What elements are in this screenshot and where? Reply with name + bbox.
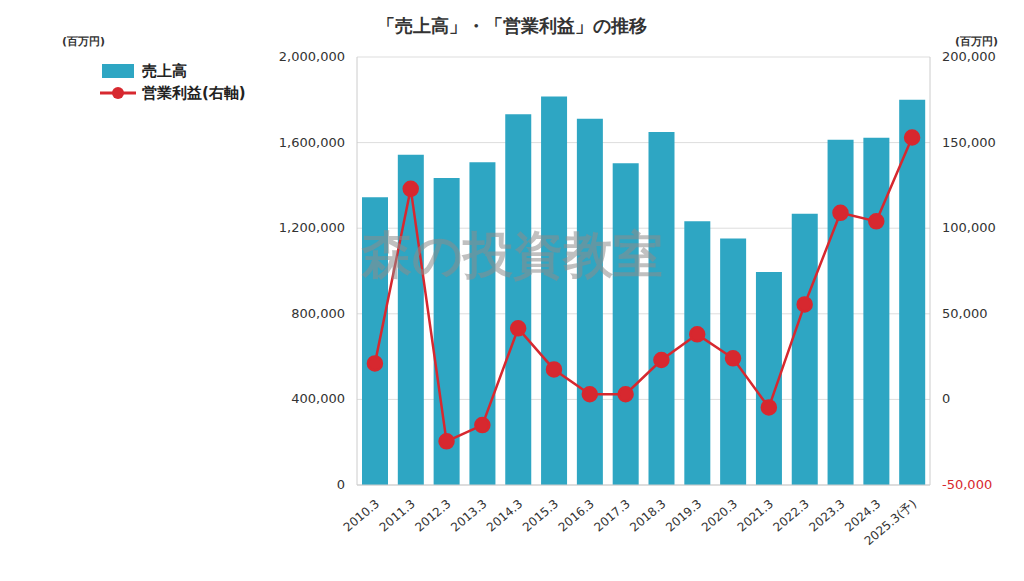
svg-text:-50,000: -50,000	[942, 477, 992, 492]
svg-text:2012.3: 2012.3	[412, 497, 453, 535]
html-text:(百万円): (百万円)	[62, 35, 106, 48]
svg-text:2015.3: 2015.3	[520, 497, 561, 535]
svg-text:2011.3: 2011.3	[377, 497, 418, 535]
html-text:売上高: 売上高	[142, 61, 187, 80]
svg-text:200,000: 200,000	[942, 49, 996, 64]
svg-text:2010.3: 2010.3	[341, 497, 382, 535]
svg-text:2022.3: 2022.3	[771, 497, 812, 535]
svg-text:2018.3: 2018.3	[627, 497, 668, 535]
html-text:森の投資教室: 森の投資教室	[361, 226, 663, 284]
svg-text:100,000: 100,000	[942, 220, 996, 235]
html-text:「売上高」・「営業利益」の推移: 「売上高」・「営業利益」の推移	[377, 15, 647, 36]
svg-text:0: 0	[337, 477, 345, 492]
svg-text:800,000: 800,000	[291, 306, 345, 321]
svg-text:2014.3: 2014.3	[484, 497, 525, 535]
svg-text:2013.3: 2013.3	[448, 497, 489, 535]
svg-text:2023.3: 2023.3	[806, 497, 847, 535]
svg-text:1,600,000: 1,600,000	[279, 135, 345, 150]
svg-text:400,000: 400,000	[291, 391, 345, 406]
svg-text:150,000: 150,000	[942, 135, 996, 150]
svg-text:2024.3: 2024.3	[842, 496, 884, 535]
svg-text:2,000,000: 2,000,000	[279, 49, 345, 64]
svg-text:2025.3(予): 2025.3(予)	[862, 497, 920, 548]
svg-text:2016.3: 2016.3	[556, 497, 597, 535]
svg-text:2019.3: 2019.3	[663, 497, 704, 535]
svg-text:2017.3: 2017.3	[591, 497, 632, 535]
svg-text:1,200,000: 1,200,000	[279, 220, 345, 235]
svg-text:0: 0	[942, 391, 950, 406]
svg-text:2021.3: 2021.3	[735, 497, 776, 535]
svg-text:2020.3: 2020.3	[699, 497, 740, 535]
svg-text:50,000: 50,000	[942, 306, 988, 321]
html-text:(百万円): (百万円)	[955, 35, 999, 48]
html-text:営業利益(右軸): 営業利益(右軸)	[142, 83, 246, 102]
